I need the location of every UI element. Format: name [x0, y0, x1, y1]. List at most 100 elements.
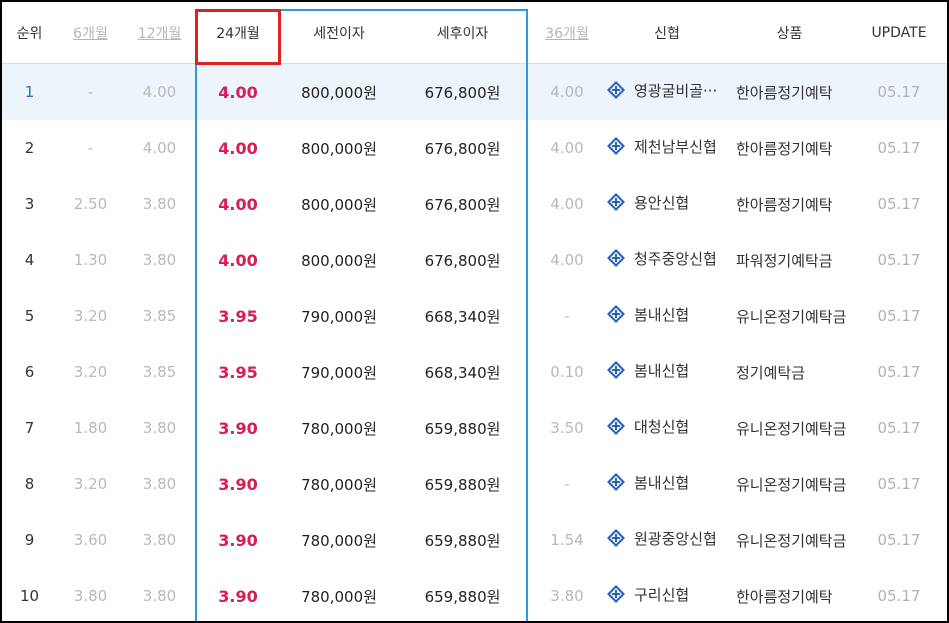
sort-6-months-link[interactable]: 6개월: [73, 25, 108, 42]
bank-name[interactable]: 봄내신협: [634, 473, 690, 492]
update-date-cell: 05.17: [877, 251, 921, 269]
rank-cell: 8: [24, 475, 35, 493]
shinhyup-logo-icon: [606, 304, 626, 324]
bank-cell[interactable]: 원광중앙신협: [606, 512, 728, 568]
pretax-interest-cell: 790,000원: [301, 307, 377, 326]
product-cell[interactable]: 정기예탁금: [736, 363, 806, 382]
table-row[interactable]: 8 3.20 3.80 3.90 780,000원 659,880원 - 봄내신…: [2, 456, 947, 512]
table-row[interactable]: 3 2.50 3.80 4.00 800,000원 676,800원 4.00 …: [2, 176, 947, 232]
pretax-interest-cell: 800,000원: [281, 63, 397, 120]
product-cell[interactable]: 유니온정기예탁금: [736, 531, 847, 550]
rate-6m-cell: 1.80: [73, 419, 108, 437]
aftertax-interest-cell: 659,880원: [424, 475, 501, 494]
header-24-months[interactable]: 24개월: [195, 2, 281, 64]
bank-name[interactable]: 대청신협: [634, 417, 690, 436]
update-date-cell: 05.17: [877, 307, 921, 325]
sort-36-months-link[interactable]: 36개월: [545, 25, 589, 42]
aftertax-interest-cell: 659,880원: [424, 587, 501, 606]
rate-24m-cell: 4.00: [195, 63, 281, 120]
product-cell[interactable]: 유니온정기예탁금: [736, 307, 847, 326]
product-cell[interactable]: 한아름정기예탁: [736, 587, 833, 606]
table-row[interactable]: 5 3.20 3.85 3.95 790,000원 668,340원 - 봄내신…: [2, 288, 947, 344]
header-36-months[interactable]: 36개월: [528, 2, 606, 64]
bank-name[interactable]: 영광굴비골···: [634, 81, 718, 100]
bank-name[interactable]: 봄내신협: [634, 305, 690, 324]
shinhyup-logo-icon: [606, 472, 626, 492]
header-12-months[interactable]: 12개월: [124, 2, 195, 64]
pretax-interest-cell: 800,000원: [301, 251, 377, 270]
rate-24m-cell: 3.90: [218, 530, 258, 550]
bank-name[interactable]: 용안신협: [634, 193, 690, 212]
rate-12m-cell: 3.80: [142, 195, 177, 213]
bank-cell[interactable]: 영광굴비골···: [606, 63, 728, 120]
pretax-interest-cell: 800,000원: [301, 195, 377, 214]
rate-24m-cell: 4.00: [218, 250, 258, 270]
bank-cell[interactable]: 청주중앙신협: [606, 232, 728, 288]
rate-6m-cell: -: [87, 139, 94, 157]
sort-12-months-link[interactable]: 12개월: [137, 25, 182, 42]
header-6-months[interactable]: 6개월: [57, 2, 124, 64]
pretax-interest-cell: 780,000원: [301, 419, 377, 438]
table-row[interactable]: 1 - 4.00 4.00 800,000원 676,800원 4.00 영광굴…: [2, 63, 947, 120]
table-row[interactable]: 10 3.80 3.80 3.90 780,000원 659,880원 3.80…: [2, 568, 947, 621]
bank-name[interactable]: 구리신협: [634, 585, 690, 604]
rate-6m-cell: 2.50: [73, 195, 108, 213]
bank-name[interactable]: 봄내신협: [634, 361, 690, 380]
bank-name[interactable]: 제천남부신협: [634, 137, 717, 156]
header-bank: 신협: [606, 2, 728, 64]
product-cell[interactable]: 파워정기예탁금: [736, 251, 833, 270]
header-aftertax-interest: 세후이자: [397, 2, 528, 64]
header-pretax-interest: 세전이자: [281, 2, 397, 64]
product-cell[interactable]: 유니온정기예탁금: [736, 475, 847, 494]
shinhyup-logo-icon: [606, 528, 626, 548]
rate-6m-cell: -: [57, 63, 124, 120]
update-date-cell: 05.17: [877, 363, 921, 381]
product-cell[interactable]: 유니온정기예탁금: [736, 419, 847, 438]
product-cell[interactable]: 한아름정기예탁: [736, 195, 833, 214]
aftertax-interest-cell: 676,800원: [424, 139, 501, 158]
rate-36m-cell: -: [564, 307, 570, 325]
aftertax-interest-cell: 676,800원: [424, 195, 501, 214]
bank-cell[interactable]: 구리신협: [606, 568, 728, 621]
bank-cell[interactable]: 제천남부신협: [606, 120, 728, 176]
bank-name[interactable]: 원광중앙신협: [634, 529, 717, 548]
bank-cell[interactable]: 대청신협: [606, 400, 728, 456]
bank-cell[interactable]: 봄내신협: [606, 344, 728, 400]
table-row[interactable]: 6 3.20 3.85 3.95 790,000원 668,340원 0.10 …: [2, 344, 947, 400]
sort-24-months-link[interactable]: 24개월: [216, 25, 260, 42]
update-date-cell: 05.17: [851, 63, 947, 120]
update-date-cell: 05.17: [877, 419, 921, 437]
rate-6m-cell: 3.80: [73, 587, 108, 605]
update-date-cell: 05.17: [877, 195, 921, 213]
rate-36m-cell: 4.00: [550, 195, 584, 213]
shinhyup-logo-icon: [606, 136, 626, 156]
table-row[interactable]: 9 3.60 3.80 3.90 780,000원 659,880원 1.54 …: [2, 512, 947, 568]
rate-36m-cell: -: [564, 475, 570, 493]
rate-24m-cell: 4.00: [218, 194, 258, 214]
product-cell[interactable]: 한아름정기예탁: [728, 63, 851, 120]
aftertax-interest-cell: 668,340원: [424, 307, 501, 326]
rank-cell: 7: [24, 419, 35, 437]
rank-cell: 9: [24, 531, 35, 549]
table-row[interactable]: 7 1.80 3.80 3.90 780,000원 659,880원 3.50 …: [2, 400, 947, 456]
rate-6m-cell: 1.30: [73, 251, 108, 269]
bank-cell[interactable]: 봄내신협: [606, 288, 728, 344]
product-cell[interactable]: 한아름정기예탁: [736, 139, 833, 158]
bank-name[interactable]: 청주중앙신협: [634, 249, 717, 268]
rate-12m-cell: 3.85: [142, 307, 177, 325]
rate-12m-cell: 3.80: [142, 587, 177, 605]
rate-12m-cell: 3.80: [142, 475, 177, 493]
rate-24m-cell: 3.95: [218, 362, 258, 382]
rate-12m-cell: 3.85: [142, 363, 177, 381]
table-row[interactable]: 4 1.30 3.80 4.00 800,000원 676,800원 4.00 …: [2, 232, 947, 288]
header-update: UPDATE: [851, 2, 947, 64]
rate-36m-cell: 3.50: [550, 419, 584, 437]
rate-6m-cell: 3.60: [73, 531, 108, 549]
bank-cell[interactable]: 용안신협: [606, 176, 728, 232]
shinhyup-logo-icon: [606, 416, 626, 436]
bank-cell[interactable]: 봄내신협: [606, 456, 728, 512]
rate-36m-cell: 4.00: [528, 63, 606, 120]
table-row[interactable]: 2 - 4.00 4.00 800,000원 676,800원 4.00 제천남…: [2, 120, 947, 176]
aftertax-interest-cell: 659,880원: [424, 531, 501, 550]
table-header: 순위 6개월 12개월 24개월 세전이자 세후이자 36개월 신협 상품 UP…: [2, 2, 947, 64]
